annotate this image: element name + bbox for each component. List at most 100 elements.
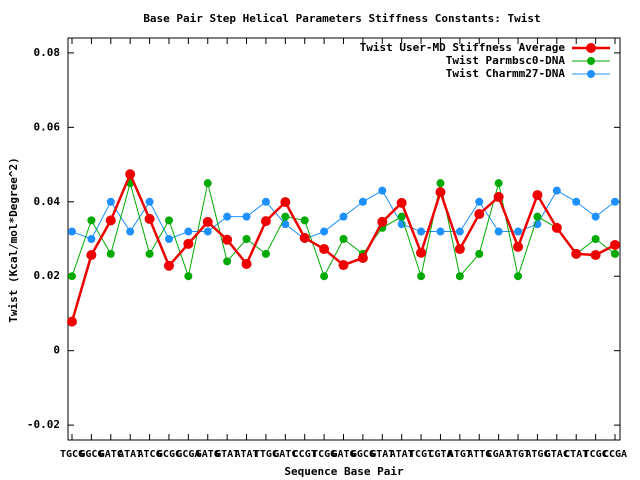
data-point: [532, 190, 543, 201]
legend-swatch: [587, 70, 595, 78]
legend-label: Twist Charmm27-DNA: [446, 67, 566, 80]
x-tick-label: CTAT: [564, 449, 588, 460]
x-tick-label: TTGC: [254, 449, 278, 460]
data-point: [552, 186, 561, 195]
x-tick-label: ATAT: [118, 449, 142, 460]
data-point: [591, 212, 600, 221]
data-point: [261, 249, 270, 258]
data-point: [436, 227, 445, 236]
data-point: [241, 258, 252, 269]
legend-label: Twist Parmbsc0-DNA: [446, 54, 566, 67]
x-tick-label: ATTG: [467, 449, 491, 460]
data-point: [357, 252, 368, 263]
x-tick-label: ATGT: [506, 449, 530, 460]
x-tick-label: ATGT: [448, 449, 472, 460]
x-tick-label: GTAC: [545, 449, 569, 460]
x-tick-label: CGAT: [487, 449, 511, 460]
data-point: [591, 235, 600, 243]
data-point: [436, 179, 445, 188]
data-point: [320, 272, 329, 281]
x-tick-label: GCGC: [157, 449, 181, 460]
data-point: [87, 216, 96, 225]
data-point: [358, 197, 367, 206]
x-tick-label: GATC: [273, 449, 297, 460]
data-point: [397, 212, 406, 221]
data-point: [299, 232, 310, 243]
data-point: [125, 169, 136, 180]
data-point: [106, 197, 115, 206]
y-tick-label: 0.02: [34, 269, 61, 282]
x-tick-label: TCGG: [312, 449, 336, 460]
data-point: [145, 249, 154, 258]
data-point: [145, 197, 154, 206]
data-point: [455, 272, 464, 281]
data-point: [475, 197, 484, 206]
data-point: [281, 212, 290, 221]
y-tick-label: -0.02: [27, 418, 60, 431]
data-point: [202, 216, 213, 227]
data-point: [261, 197, 270, 206]
data-point: [144, 213, 155, 224]
x-tick-label: GGCG: [79, 449, 103, 460]
y-tick-label: 0: [53, 344, 60, 357]
x-tick-label: TCGC: [584, 449, 608, 460]
legend-swatch: [586, 43, 596, 53]
x-tick-label: ATAT: [390, 449, 414, 460]
data-point: [338, 260, 349, 271]
data-point: [106, 249, 115, 258]
data-point: [475, 249, 484, 258]
data-point: [474, 209, 485, 220]
data-point: [339, 235, 348, 243]
y-tick-label: 0.08: [34, 46, 61, 59]
data-point: [242, 235, 251, 243]
data-point: [610, 239, 620, 250]
data-point: [242, 212, 251, 221]
data-point: [514, 272, 523, 281]
data-point: [87, 235, 96, 243]
x-tick-label: GTAT: [215, 449, 239, 460]
y-axis-label: Twist (Kcal/mol*Degree^2): [7, 157, 20, 323]
x-tick-label: CGTA: [428, 449, 452, 460]
x-tick-label: GATG: [331, 449, 355, 460]
data-point: [493, 191, 504, 202]
data-point: [86, 250, 97, 261]
data-point: [417, 272, 426, 281]
x-axis-label: Sequence Base Pair: [284, 465, 404, 478]
data-point: [163, 260, 174, 271]
data-point: [494, 179, 503, 188]
data-point: [184, 272, 193, 281]
x-tick-label: CCGA: [603, 449, 627, 460]
data-point: [67, 316, 77, 327]
data-point: [319, 244, 330, 255]
data-point: [378, 186, 387, 195]
data-point: [416, 247, 427, 258]
x-tick-label: TCGT: [409, 449, 433, 460]
data-point: [514, 227, 523, 236]
data-point: [300, 216, 309, 225]
chart-title: Base Pair Step Helical Parameters Stiffn…: [143, 12, 540, 25]
data-point: [455, 227, 464, 236]
data-point: [184, 227, 193, 236]
x-tick-label: TGCG: [60, 449, 84, 460]
data-point: [454, 244, 465, 255]
data-point: [611, 249, 619, 258]
x-tick-label: GGCG: [351, 449, 375, 460]
data-point: [377, 216, 388, 227]
x-tick-label: GATC: [99, 449, 123, 460]
data-point: [494, 227, 503, 236]
data-point: [222, 234, 233, 245]
x-tick-label: ATAT: [234, 449, 258, 460]
data-point: [551, 222, 562, 233]
data-point: [320, 227, 329, 236]
data-point: [281, 220, 290, 229]
data-point: [68, 227, 76, 236]
legend-label: Twist User-MD Stiffness Average: [360, 41, 566, 54]
data-point: [339, 212, 348, 221]
data-point: [223, 212, 232, 221]
data-point: [183, 238, 194, 249]
x-tick-label: CCGT: [293, 449, 317, 460]
data-point: [126, 227, 135, 236]
x-tick-label: ATGC: [525, 449, 549, 460]
data-point: [260, 216, 271, 227]
